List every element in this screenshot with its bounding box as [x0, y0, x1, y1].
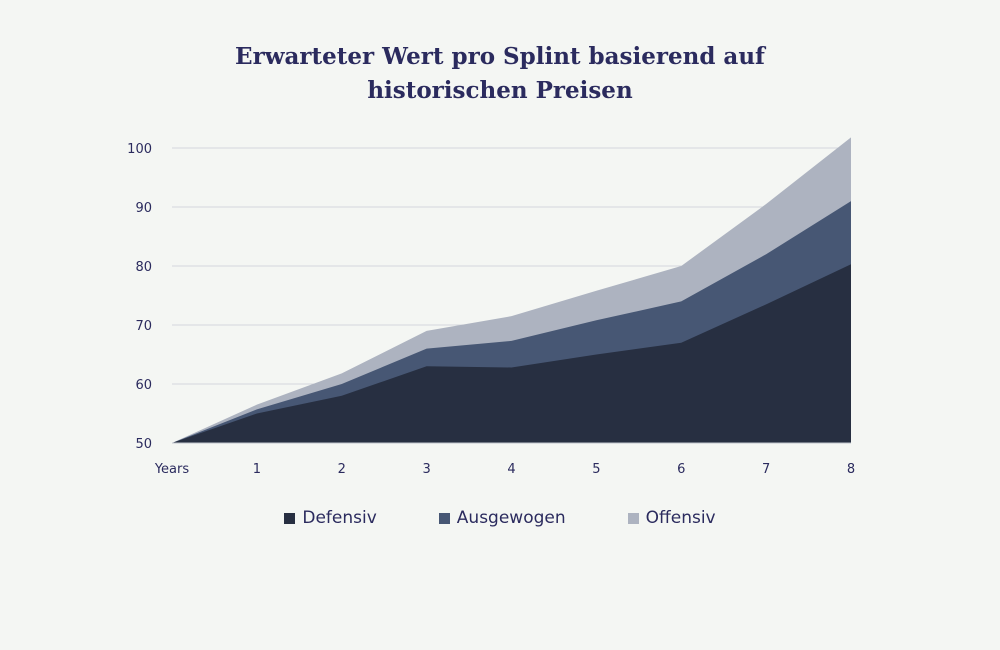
x-tick-label-8: 8: [847, 462, 855, 477]
legend-swatch-ausgewogen: [438, 512, 450, 524]
legend-item-defensiv: Defensiv: [284, 508, 377, 528]
y-tick-label-50: 50: [135, 437, 152, 452]
x-tick-label-years: Years: [154, 462, 190, 477]
y-tick-label-100: 100: [127, 142, 152, 157]
legend-label-offensiv: Offensiv: [645, 508, 716, 528]
chart-legend: Defensiv Ausgewogen Offensiv: [0, 508, 1000, 528]
y-tick-label-80: 80: [135, 260, 152, 275]
y-tick-label-90: 90: [135, 201, 152, 216]
chart-title-line-2: historischen Preisen: [367, 77, 633, 104]
legend-item-offensiv: Offensiv: [627, 508, 716, 528]
legend-item-ausgewogen: Ausgewogen: [438, 508, 566, 528]
y-tick-label-60: 60: [135, 378, 152, 393]
legend-swatch-offensiv: [627, 512, 639, 524]
y-tick-label-70: 70: [135, 319, 152, 334]
x-tick-label-6: 6: [677, 462, 685, 477]
x-tick-label-5: 5: [592, 462, 600, 477]
x-tick-label-3: 3: [422, 462, 430, 477]
chart-title-line-1: Erwarteter Wert pro Splint basierend auf: [235, 43, 765, 70]
x-tick-label-2: 2: [338, 462, 346, 477]
chart-title: Erwarteter Wert pro Splint basierend auf…: [0, 40, 1000, 108]
area-defensiv: [172, 264, 851, 443]
x-tick-label-4: 4: [507, 462, 515, 477]
x-tick-label-1: 1: [253, 462, 261, 477]
x-tick-label-7: 7: [762, 462, 770, 477]
legend-label-ausgewogen: Ausgewogen: [456, 508, 566, 528]
legend-label-defensiv: Defensiv: [302, 508, 377, 528]
legend-swatch-defensiv: [284, 512, 296, 524]
